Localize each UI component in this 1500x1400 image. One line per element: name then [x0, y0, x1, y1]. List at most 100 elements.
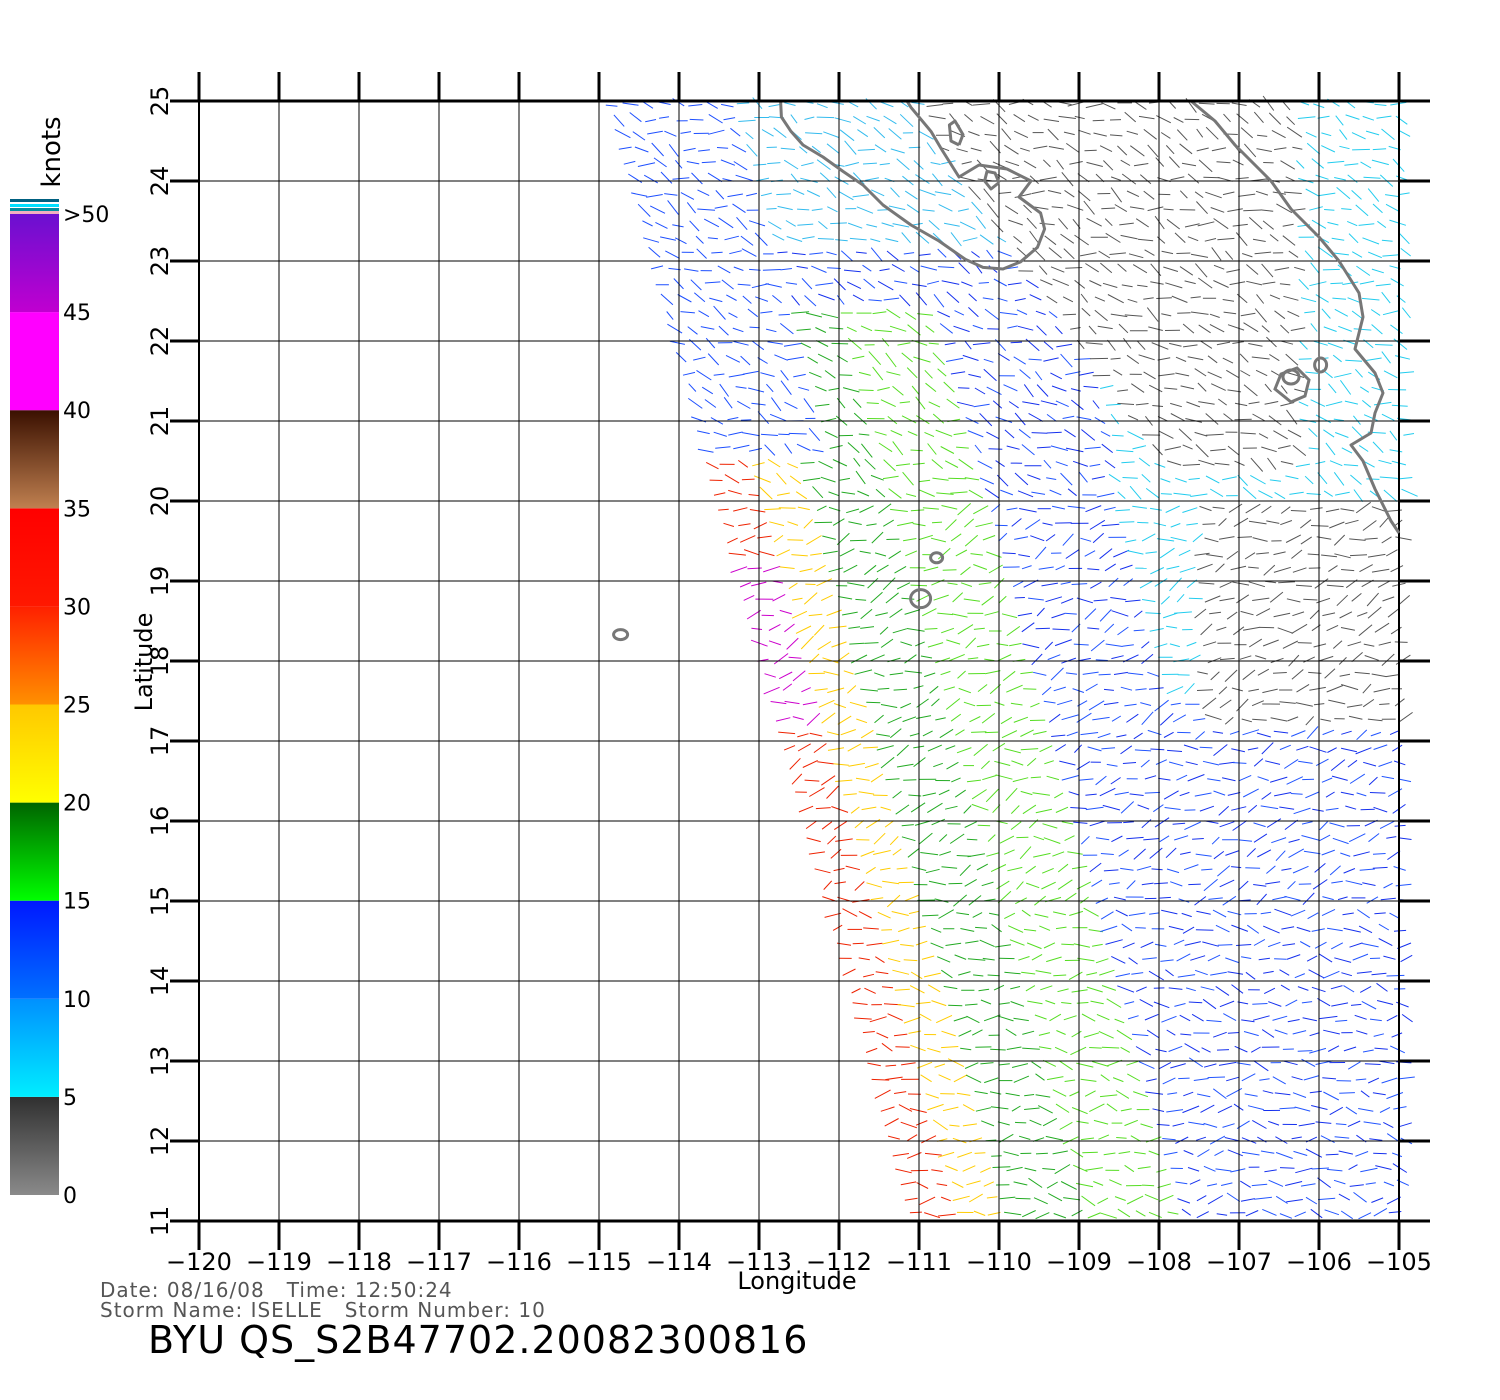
wind-vector — [1183, 864, 1199, 871]
wind-vector — [1035, 310, 1046, 316]
wind-vector — [1178, 1077, 1190, 1080]
wind-vector — [999, 1196, 1016, 1200]
wind-vector — [823, 131, 840, 139]
wind-vector — [1340, 1210, 1353, 1220]
wind-vector — [1138, 115, 1155, 120]
wind-vector — [1154, 699, 1169, 712]
wind-vector — [1217, 1105, 1233, 1114]
wind-vector — [1246, 280, 1263, 286]
wind-vector — [808, 851, 825, 855]
wind-vector — [905, 550, 918, 557]
wind-vector — [1113, 369, 1123, 376]
wind-vector — [1005, 160, 1020, 167]
wind-vector — [1051, 734, 1066, 737]
wind-vector — [791, 773, 803, 785]
wind-vector — [1046, 295, 1058, 304]
wind-vector — [1040, 279, 1053, 286]
wind-vector — [1294, 973, 1305, 979]
island-outline — [612, 628, 630, 642]
wind-vector — [1332, 297, 1347, 300]
wind-vector — [1098, 250, 1111, 259]
wind-vector — [927, 1047, 941, 1053]
wind-vector — [1113, 671, 1128, 675]
wind-vector — [1166, 218, 1181, 230]
wind-vector — [1327, 221, 1339, 226]
wind-vector — [946, 357, 964, 362]
wind-vector — [1244, 1093, 1258, 1097]
wind-vector — [1000, 716, 1013, 725]
wind-vector — [767, 458, 781, 468]
wind-vector — [1313, 643, 1327, 648]
wind-vector — [904, 609, 921, 615]
wind-vector — [1058, 115, 1076, 119]
wind-vector — [1069, 1091, 1080, 1097]
wind-vector — [1339, 380, 1352, 395]
wind-vector — [870, 591, 883, 604]
wind-vector — [1126, 880, 1136, 890]
wind-vector — [1204, 714, 1222, 721]
wind-vector — [1354, 1014, 1367, 1020]
wind-vector — [1305, 1196, 1318, 1205]
wind-vector — [1219, 821, 1235, 828]
wind-vector — [1330, 985, 1343, 990]
wind-vector — [980, 760, 990, 770]
wind-vector — [1014, 412, 1026, 426]
wind-vector — [1348, 233, 1359, 244]
wind-vector — [863, 927, 879, 930]
wind-vector — [1236, 944, 1252, 946]
wind-vector — [947, 175, 963, 186]
wind-vector — [921, 1135, 937, 1144]
wind-vector — [1172, 1122, 1185, 1127]
wind-vector — [1353, 1191, 1367, 1203]
wind-vector — [883, 519, 894, 527]
wind-vector — [961, 281, 973, 287]
wind-vector — [1392, 744, 1403, 752]
wind-vector — [1231, 687, 1243, 692]
wind-vector — [1203, 1063, 1217, 1068]
wind-vector — [643, 237, 660, 243]
wind-vector — [701, 386, 714, 395]
wind-vector — [1274, 958, 1287, 960]
wind-vector — [1086, 161, 1103, 167]
wind-vector — [862, 1031, 875, 1034]
wind-vector — [1360, 161, 1372, 169]
wind-vector — [1042, 1117, 1058, 1127]
wind-vector — [901, 232, 911, 244]
wind-vector — [1143, 190, 1155, 200]
wind-vector — [1073, 643, 1089, 646]
wind-vector — [975, 215, 986, 229]
wind-vector — [1030, 702, 1040, 708]
wind-vector — [1148, 687, 1164, 690]
wind-vector — [642, 220, 653, 227]
wind-vector — [1321, 132, 1332, 137]
wind-vector — [937, 368, 947, 377]
wind-vector — [1169, 342, 1182, 347]
wind-vector — [1174, 611, 1192, 614]
wind-vector — [1315, 758, 1329, 767]
wind-vector — [846, 281, 862, 290]
wind-vector — [1229, 281, 1246, 286]
wind-vector — [1119, 222, 1134, 226]
wind-vector — [999, 312, 1018, 316]
colorbar-band — [10, 606, 59, 705]
wind-vector — [874, 552, 887, 557]
wind-vector — [1253, 111, 1264, 124]
wind-vector — [843, 670, 854, 675]
wind-vector — [1314, 863, 1326, 873]
wind-vector — [857, 129, 869, 138]
wind-vector — [840, 729, 856, 736]
wind-vector — [1162, 1077, 1176, 1085]
wind-vector — [1170, 176, 1185, 181]
wind-vector — [1160, 478, 1171, 483]
wind-vector — [665, 250, 680, 259]
wind-vector — [1305, 791, 1320, 799]
wind-vector — [1256, 608, 1271, 617]
colorbar-band — [10, 802, 59, 901]
wind-vector — [1226, 1192, 1241, 1202]
wind-vector — [956, 1092, 971, 1096]
wind-vector — [871, 1078, 890, 1081]
wind-vector — [854, 1017, 872, 1020]
lat-tick-label: 15 — [146, 886, 174, 917]
wind-vector — [1145, 487, 1160, 499]
wind-vector — [741, 248, 757, 257]
